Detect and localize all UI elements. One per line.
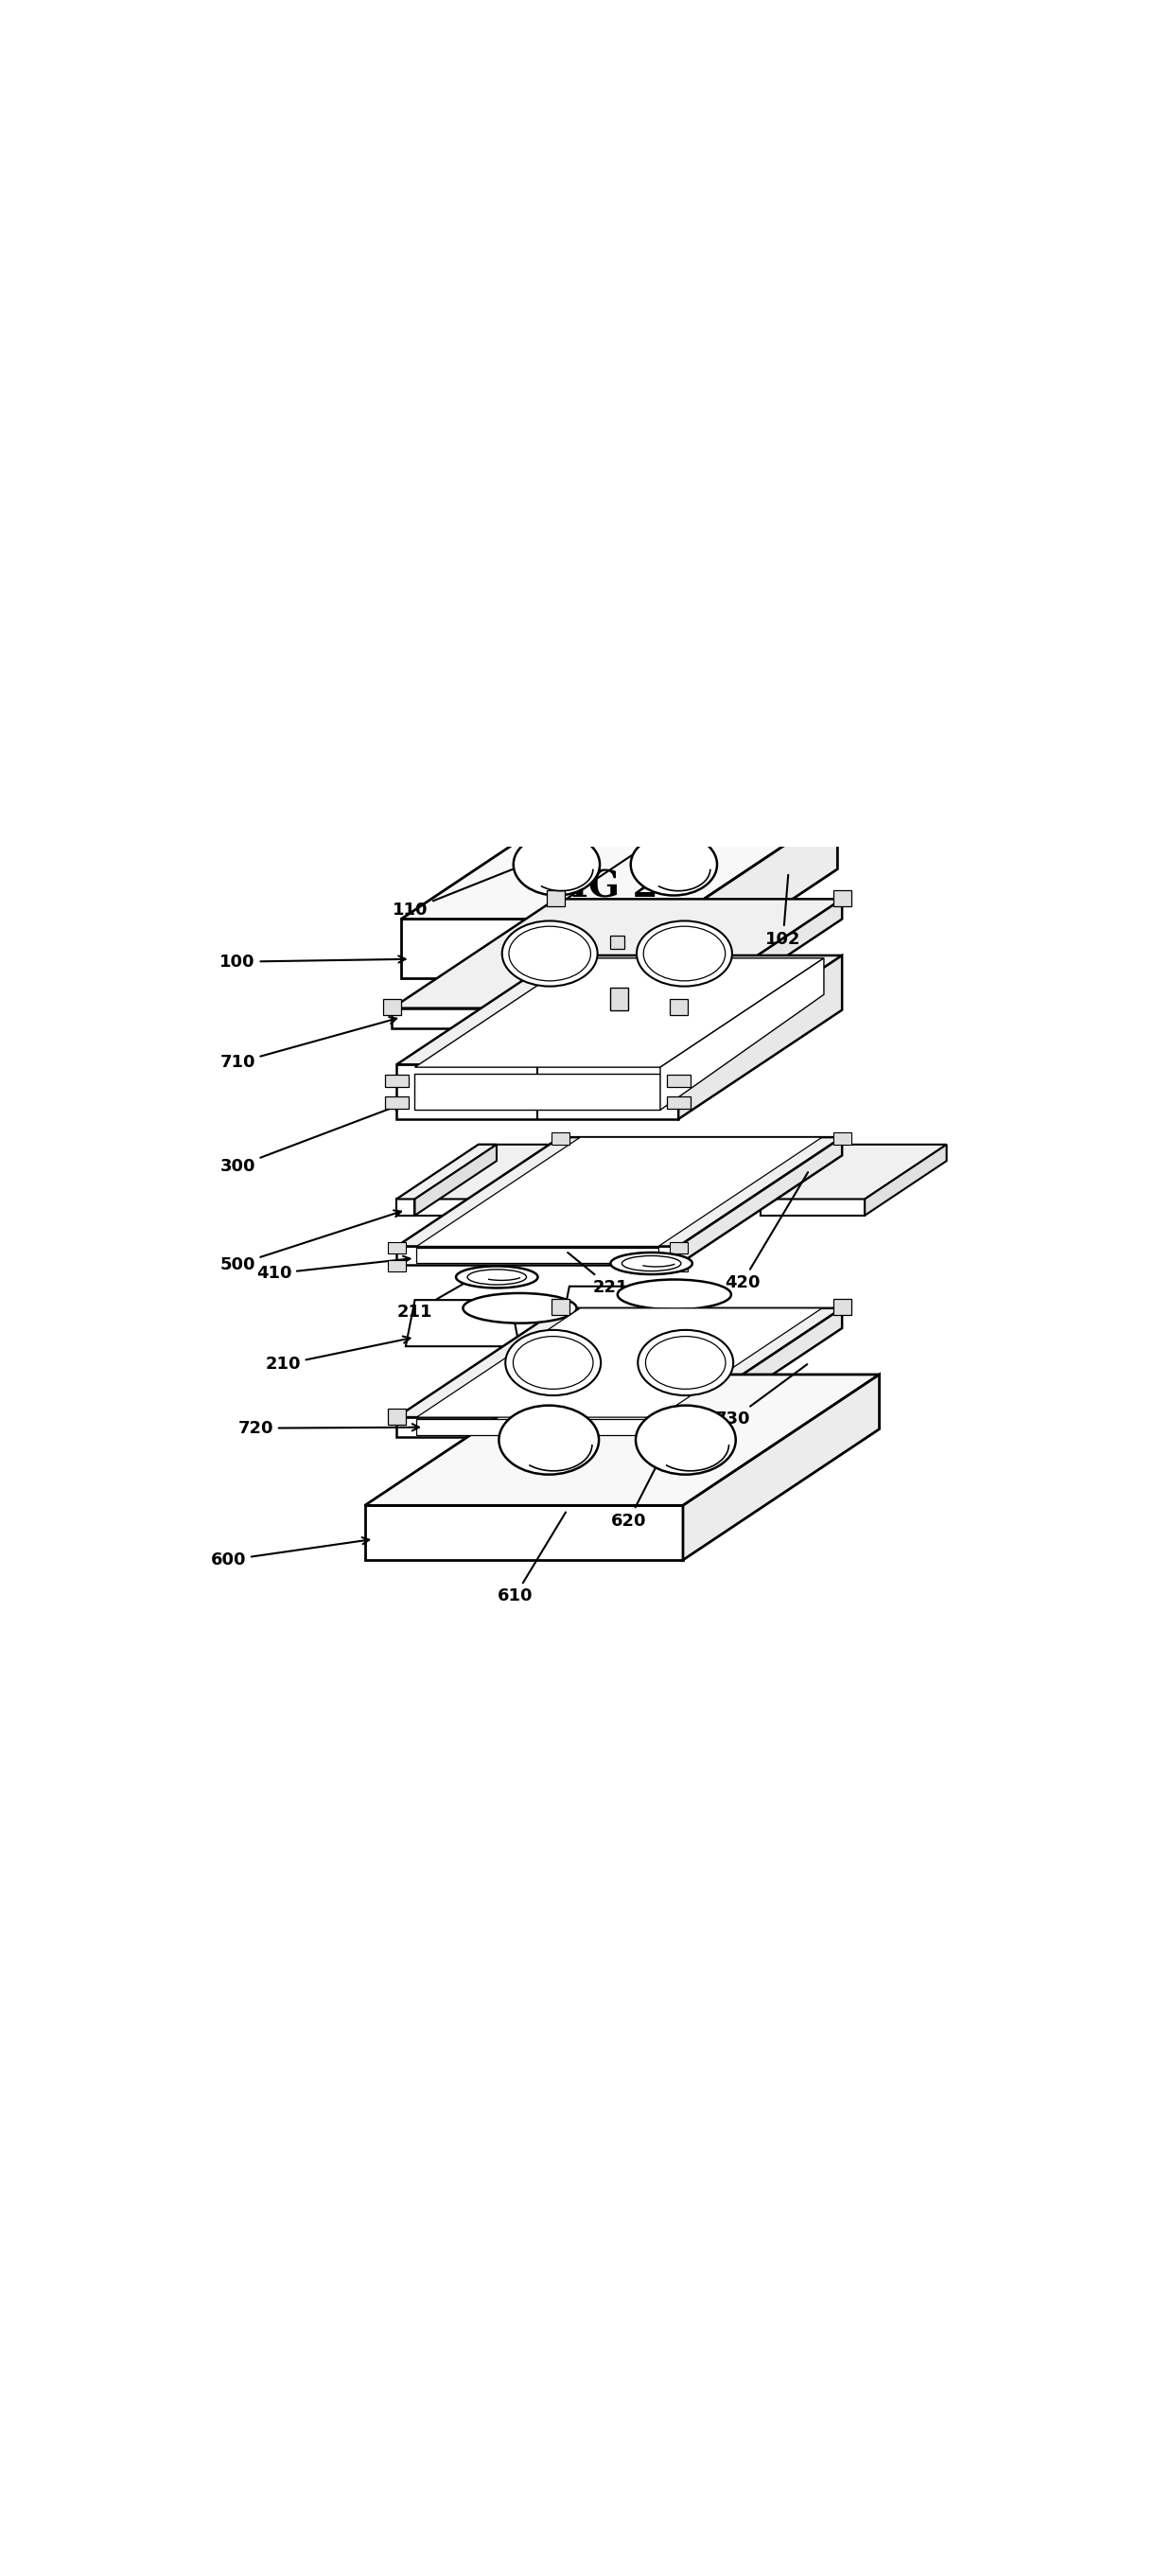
Ellipse shape bbox=[467, 1270, 527, 1285]
Polygon shape bbox=[365, 1504, 683, 1561]
Ellipse shape bbox=[636, 1406, 735, 1473]
Text: 300: 300 bbox=[219, 1103, 401, 1175]
Polygon shape bbox=[833, 1298, 852, 1316]
Polygon shape bbox=[396, 1136, 842, 1247]
Polygon shape bbox=[415, 1144, 496, 1216]
Polygon shape bbox=[547, 889, 564, 907]
Polygon shape bbox=[416, 1249, 658, 1262]
Polygon shape bbox=[760, 1144, 947, 1198]
Polygon shape bbox=[670, 1409, 687, 1425]
Ellipse shape bbox=[456, 1267, 537, 1288]
Text: 710: 710 bbox=[219, 1018, 396, 1072]
Polygon shape bbox=[416, 1136, 822, 1247]
Polygon shape bbox=[670, 1242, 687, 1255]
Ellipse shape bbox=[631, 835, 717, 896]
Text: 410: 410 bbox=[256, 1257, 411, 1283]
Polygon shape bbox=[561, 1285, 673, 1332]
Polygon shape bbox=[501, 1144, 583, 1216]
Ellipse shape bbox=[499, 1406, 599, 1473]
Ellipse shape bbox=[463, 1293, 577, 1324]
Polygon shape bbox=[387, 1260, 406, 1273]
Polygon shape bbox=[365, 1376, 880, 1504]
Polygon shape bbox=[396, 1247, 678, 1265]
Polygon shape bbox=[416, 1309, 822, 1417]
Polygon shape bbox=[660, 958, 823, 1110]
Polygon shape bbox=[406, 1301, 520, 1347]
Text: FIG 2: FIG 2 bbox=[544, 868, 658, 904]
Text: 210: 210 bbox=[265, 1337, 411, 1373]
Polygon shape bbox=[387, 1409, 406, 1425]
Text: 100: 100 bbox=[219, 953, 406, 971]
Polygon shape bbox=[610, 935, 624, 948]
Polygon shape bbox=[670, 1260, 687, 1273]
Text: 110: 110 bbox=[393, 855, 545, 920]
Polygon shape bbox=[396, 956, 842, 1064]
Polygon shape bbox=[551, 1298, 569, 1316]
Polygon shape bbox=[678, 1136, 842, 1265]
Ellipse shape bbox=[638, 1329, 733, 1396]
Polygon shape bbox=[396, 1198, 415, 1216]
Text: 221: 221 bbox=[568, 1252, 628, 1296]
Polygon shape bbox=[387, 1242, 406, 1255]
Polygon shape bbox=[678, 899, 842, 1028]
Polygon shape bbox=[415, 958, 823, 1066]
Polygon shape bbox=[670, 999, 687, 1015]
Polygon shape bbox=[551, 1133, 569, 1144]
Polygon shape bbox=[385, 1074, 408, 1087]
Polygon shape bbox=[760, 1198, 865, 1216]
Polygon shape bbox=[392, 899, 842, 1007]
Polygon shape bbox=[396, 1417, 678, 1437]
Polygon shape bbox=[396, 1309, 842, 1417]
Text: 720: 720 bbox=[238, 1419, 419, 1437]
Text: 600: 600 bbox=[211, 1538, 369, 1569]
Text: 220: 220 bbox=[666, 1309, 710, 1345]
Text: 730: 730 bbox=[716, 1365, 807, 1427]
Polygon shape bbox=[833, 1133, 852, 1144]
Text: 500: 500 bbox=[219, 1211, 401, 1273]
Polygon shape bbox=[396, 1144, 496, 1198]
Text: 102: 102 bbox=[765, 876, 801, 948]
Polygon shape bbox=[416, 1419, 658, 1435]
Polygon shape bbox=[396, 1144, 583, 1198]
Text: 620: 620 bbox=[611, 1430, 676, 1530]
Ellipse shape bbox=[506, 1329, 601, 1396]
Text: 211: 211 bbox=[398, 1270, 486, 1321]
Polygon shape bbox=[401, 809, 838, 920]
Polygon shape bbox=[678, 1309, 842, 1437]
Polygon shape bbox=[666, 1097, 690, 1110]
Polygon shape bbox=[674, 809, 838, 979]
Polygon shape bbox=[396, 1198, 501, 1216]
Polygon shape bbox=[415, 1074, 660, 1110]
Ellipse shape bbox=[610, 1252, 692, 1275]
Text: 420: 420 bbox=[725, 1172, 808, 1291]
Ellipse shape bbox=[617, 1280, 731, 1309]
Polygon shape bbox=[382, 999, 401, 1015]
Polygon shape bbox=[865, 1144, 947, 1216]
Polygon shape bbox=[610, 987, 629, 1010]
Polygon shape bbox=[396, 1064, 678, 1118]
Ellipse shape bbox=[637, 920, 732, 987]
Polygon shape bbox=[833, 889, 852, 907]
Ellipse shape bbox=[502, 920, 597, 987]
Text: 610: 610 bbox=[497, 1512, 565, 1605]
Polygon shape bbox=[401, 920, 674, 979]
Polygon shape bbox=[666, 1074, 690, 1087]
Polygon shape bbox=[392, 1007, 678, 1028]
Polygon shape bbox=[385, 1097, 408, 1110]
Polygon shape bbox=[678, 956, 842, 1118]
Ellipse shape bbox=[514, 835, 599, 896]
Polygon shape bbox=[683, 1376, 880, 1561]
Ellipse shape bbox=[622, 1255, 682, 1270]
